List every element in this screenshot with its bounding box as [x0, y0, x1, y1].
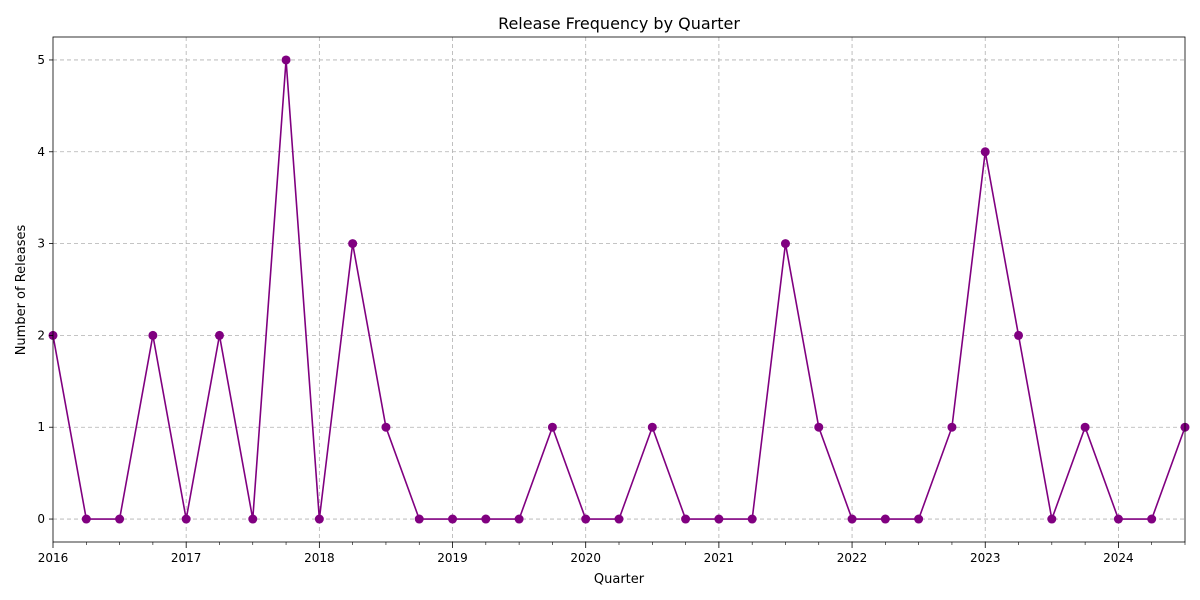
y-tick-label: 3 [37, 237, 45, 251]
series-group [48, 55, 1190, 524]
y-tick-label: 5 [37, 53, 45, 67]
data-point [647, 422, 657, 432]
data-point [947, 422, 957, 432]
data-point [681, 514, 691, 524]
data-point [448, 514, 458, 524]
x-tick-label: 2017 [171, 551, 202, 565]
data-point [248, 514, 258, 524]
data-point [1047, 514, 1057, 524]
data-point [547, 422, 557, 432]
data-point [980, 147, 990, 157]
y-tick-label: 1 [37, 420, 45, 434]
data-point [481, 514, 491, 524]
data-point [880, 514, 890, 524]
x-tick-label: 2018 [304, 551, 335, 565]
x-tick-label: 2023 [970, 551, 1001, 565]
data-point [81, 514, 91, 524]
data-point [747, 514, 757, 524]
x-axis-label: Quarter [594, 572, 645, 587]
x-tick-label: 2024 [1103, 551, 1134, 565]
y-tick-label: 0 [37, 512, 45, 526]
data-point [148, 330, 158, 340]
data-point [814, 422, 824, 432]
data-point [514, 514, 524, 524]
data-point [914, 514, 924, 524]
data-point [115, 514, 125, 524]
chart-title: Release Frequency by Quarter [498, 14, 740, 33]
axes: 0 1 2 3 4 5 2016 2017 2018 2019 2020 2021 2022 2023 20… [37, 36, 1186, 565]
data-point [1080, 422, 1090, 432]
x-tick-label: 2021 [704, 551, 735, 565]
data-point [1147, 514, 1157, 524]
data-point [614, 514, 624, 524]
data-point [714, 514, 724, 524]
data-point [348, 239, 358, 249]
x-tick-label: 2022 [837, 551, 868, 565]
data-point [1014, 330, 1024, 340]
grid [53, 37, 1185, 542]
data-point [581, 514, 591, 524]
y-tick-label: 4 [37, 145, 45, 159]
data-point [181, 514, 191, 524]
data-point [414, 514, 424, 524]
y-axis-label: Number of Releases [14, 224, 29, 355]
data-point [281, 55, 291, 65]
x-tick-label: 2020 [570, 551, 601, 565]
data-point [847, 514, 857, 524]
plot-frame [52, 36, 1186, 543]
data-point [381, 422, 391, 432]
data-point [1113, 514, 1123, 524]
x-tick-label: 2019 [437, 551, 468, 565]
data-point [314, 514, 324, 524]
data-point [214, 330, 224, 340]
data-point [780, 239, 790, 249]
x-tick-label: 2016 [38, 551, 69, 565]
y-tick-label: 2 [37, 328, 45, 342]
